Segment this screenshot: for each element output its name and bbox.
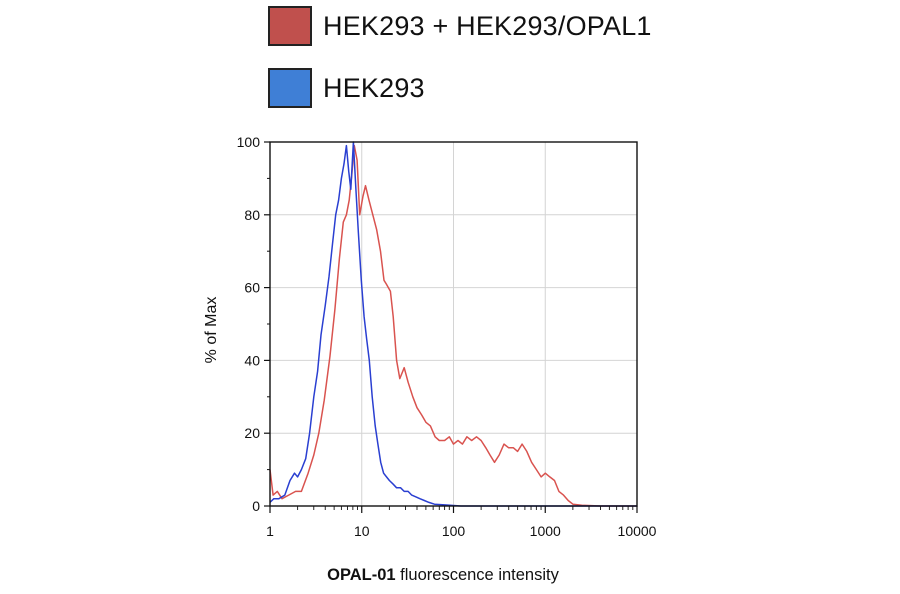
y-axis: 0 20 40 60 80 100 <box>237 134 270 514</box>
x-tick-label-100: 100 <box>442 523 466 539</box>
legend-item-hek293-opal1: HEK293 + HEK293/OPAL1 <box>268 6 652 46</box>
y-tick-label-60: 60 <box>244 280 260 296</box>
legend-item-hek293: HEK293 <box>268 68 652 108</box>
y-tick-label-80: 80 <box>244 207 260 223</box>
legend-swatch-hek293 <box>268 68 312 108</box>
plot-lines <box>269 141 637 507</box>
y-tick-label-0: 0 <box>252 498 260 514</box>
grid <box>270 141 637 506</box>
x-tick-label-10: 10 <box>354 523 370 539</box>
legend: HEK293 + HEK293/OPAL1 HEK293 <box>268 6 652 130</box>
y-tick-label-20: 20 <box>244 425 260 441</box>
x-tick-label-1: 1 <box>266 523 274 539</box>
y-axis-label: % of Max <box>203 297 220 364</box>
y-tick-label-40: 40 <box>244 352 260 368</box>
x-axis-label-rest: fluorescence intensity <box>396 566 560 584</box>
series-line-hek293 <box>269 141 637 507</box>
x-axis-label: OPAL-01 fluorescence intensity <box>327 566 559 584</box>
legend-label-hek293: HEK293 <box>323 72 425 103</box>
x-tick-label-1000: 1000 <box>530 523 561 539</box>
legend-label-hek293-opal1: HEK293 + HEK293/OPAL1 <box>323 10 652 41</box>
x-axis: 1 10 100 1000 10000 <box>266 506 657 539</box>
legend-swatch-hek293-opal1 <box>268 6 312 46</box>
x-axis-label-bold: OPAL-01 <box>327 566 395 584</box>
series-line-hek293-opal1 <box>269 144 637 507</box>
y-tick-label-100: 100 <box>237 134 261 150</box>
x-tick-label-10000: 10000 <box>618 523 657 539</box>
